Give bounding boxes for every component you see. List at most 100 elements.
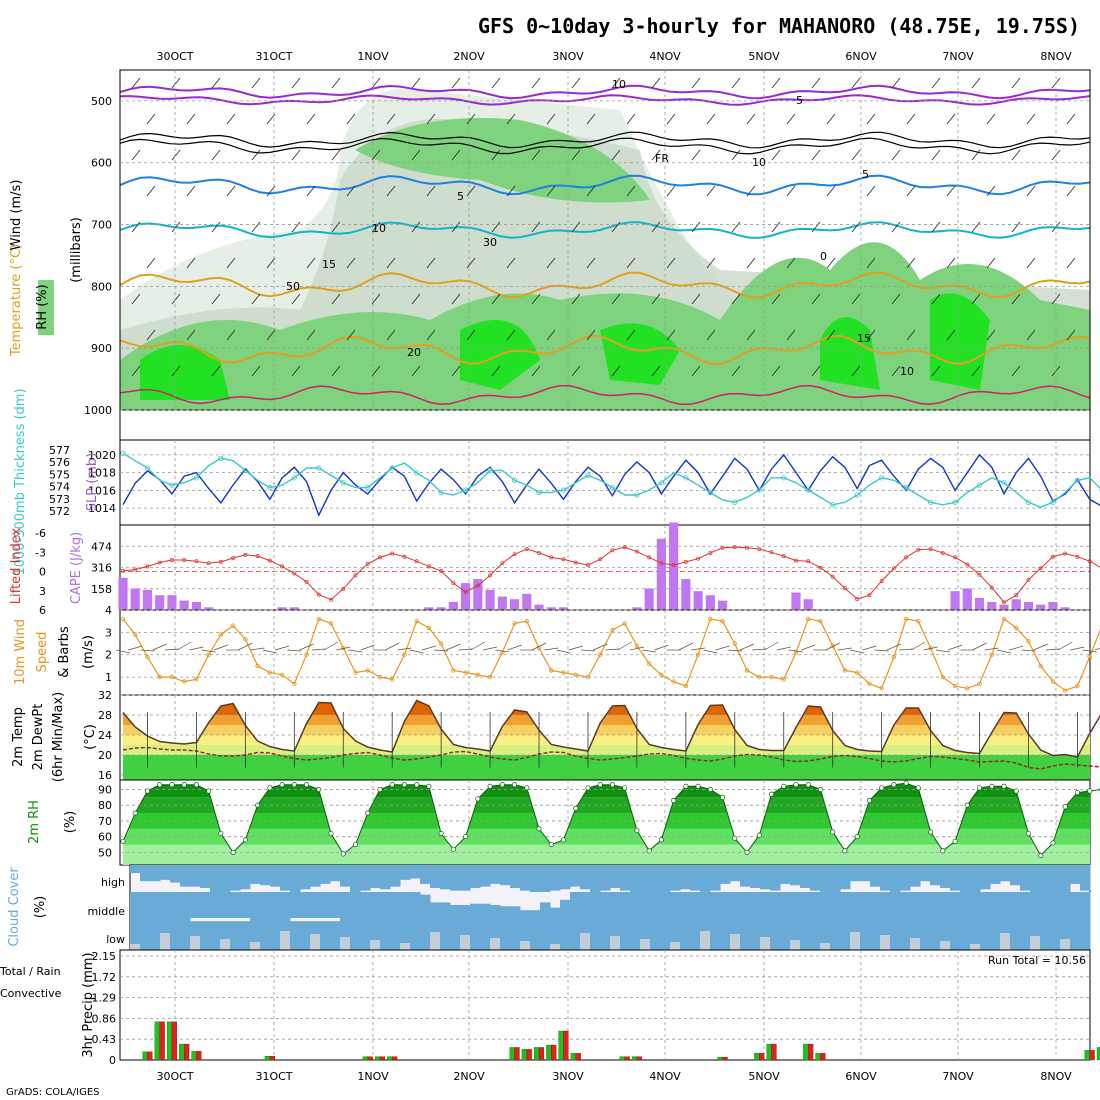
wind-barb <box>131 365 141 377</box>
cloud-low-bar <box>600 918 611 950</box>
cloud-high-bar <box>780 865 791 884</box>
precip-total-bar <box>387 1056 393 1061</box>
precip-total-bar <box>509 1047 515 1061</box>
wind-speed-point <box>757 674 762 680</box>
cloud-low-bar <box>370 918 381 950</box>
wind-barb <box>426 329 436 341</box>
cape-bar <box>485 589 495 610</box>
wind-barb <box>266 185 276 197</box>
cloud-low-shade <box>820 943 830 950</box>
wind-speed-point <box>145 654 150 660</box>
wind-barb <box>1066 329 1076 341</box>
wind-tick: 4 <box>105 604 112 617</box>
thickness-point <box>365 485 371 491</box>
cloud-low-bar <box>350 918 361 950</box>
wind-barb <box>451 149 461 161</box>
wind-barb <box>891 293 901 305</box>
wind-barb <box>291 149 301 161</box>
wind-barb <box>626 257 636 269</box>
cloud-middle-bar <box>800 892 811 918</box>
wind-barb <box>811 293 821 305</box>
cloud-high-bar <box>600 865 611 891</box>
wind-barb <box>397 647 412 651</box>
rh-point <box>230 849 236 855</box>
wind-speed-point <box>646 661 652 666</box>
wind-speed-point <box>206 652 211 657</box>
cloud-low-bar <box>940 918 951 950</box>
rh-point <box>206 788 212 794</box>
wind-speed-point <box>181 679 187 684</box>
cloud-low-shade <box>1030 936 1040 950</box>
cloud-middle-bar <box>640 892 651 918</box>
cloud-low-shade <box>910 938 920 950</box>
cloud-low-shade <box>940 941 950 950</box>
thickness-point <box>291 475 297 481</box>
cape-bar <box>681 579 691 610</box>
date-label: 3NOV <box>552 50 584 63</box>
wind-speed-point <box>891 654 897 660</box>
rh-point <box>218 830 224 837</box>
wind-barb <box>935 649 950 653</box>
wind-barb <box>771 365 781 377</box>
cloud-low-shade <box>880 935 890 950</box>
wind-barb <box>617 641 632 651</box>
wind-barb <box>971 365 981 377</box>
cloud-middle-bar <box>910 892 921 918</box>
wind-barb <box>771 293 781 305</box>
cape-bar <box>497 596 507 610</box>
wind-barb <box>211 221 221 233</box>
freezing-level-line <box>119 137 1091 155</box>
lifted-index-point <box>720 545 725 550</box>
cape-bar <box>191 601 202 610</box>
wind-barb <box>1011 221 1021 233</box>
thickness-point <box>267 485 273 491</box>
cape-bar <box>289 607 299 610</box>
wind-barb <box>201 649 216 653</box>
cloud-middle-bar <box>790 892 801 918</box>
wind-barb <box>213 644 229 651</box>
temp-contour-10 <box>119 221 1091 239</box>
temp-band <box>123 735 1090 745</box>
lifted-index-point <box>1038 566 1043 571</box>
lifted-index-point <box>781 554 786 559</box>
cloud-low-shade <box>190 936 200 950</box>
cloud-high-bar <box>280 865 291 891</box>
wind-barb <box>146 113 156 125</box>
cloud-high-bar <box>180 865 191 887</box>
cloud-low-shade <box>160 933 170 950</box>
cloud-low-bar <box>980 918 991 950</box>
wind-barb <box>811 77 821 89</box>
wind-speed-point <box>965 686 970 691</box>
cloud-high-bar <box>820 865 831 892</box>
temp-contour-20 <box>119 334 1091 366</box>
lifted-index-tick: 6 <box>39 604 46 617</box>
rh-point <box>438 830 444 837</box>
top-date-labels: 30OCT 31OCT 1NOV 2NOV 3NOV 4NOV 5NOV 6NOV 7NOV 8N… <box>156 50 1072 63</box>
cloud-middle-bar <box>310 892 321 918</box>
wind-tick: 2 <box>105 649 112 662</box>
wind-speed-point <box>194 677 199 682</box>
cloud-high-bar <box>760 865 771 890</box>
cape-bar <box>705 595 715 610</box>
wind-barb <box>691 293 701 305</box>
cloud-middle-bar <box>570 892 581 918</box>
wind-speed-point <box>744 668 750 673</box>
cloud-high-bar <box>250 865 261 884</box>
cloud-middle-bar <box>660 892 671 918</box>
cape-bar <box>167 595 177 610</box>
cape-bar <box>999 604 1009 610</box>
wind-barb <box>556 649 571 654</box>
wind-barb <box>946 329 956 341</box>
cape-bar <box>803 599 813 610</box>
wind-barb <box>1066 257 1076 269</box>
lifted-index-point <box>671 563 676 568</box>
lifted-index-point <box>488 573 493 578</box>
cloud-middle-bar <box>890 892 901 918</box>
lifted-index-point <box>794 558 798 563</box>
wind-barb <box>128 645 143 651</box>
rh-point <box>928 829 934 835</box>
cloud-high-bar <box>230 865 241 891</box>
lifted-index-point <box>365 561 370 566</box>
rh-point <box>426 783 432 789</box>
cloud-low-bar <box>490 918 501 950</box>
